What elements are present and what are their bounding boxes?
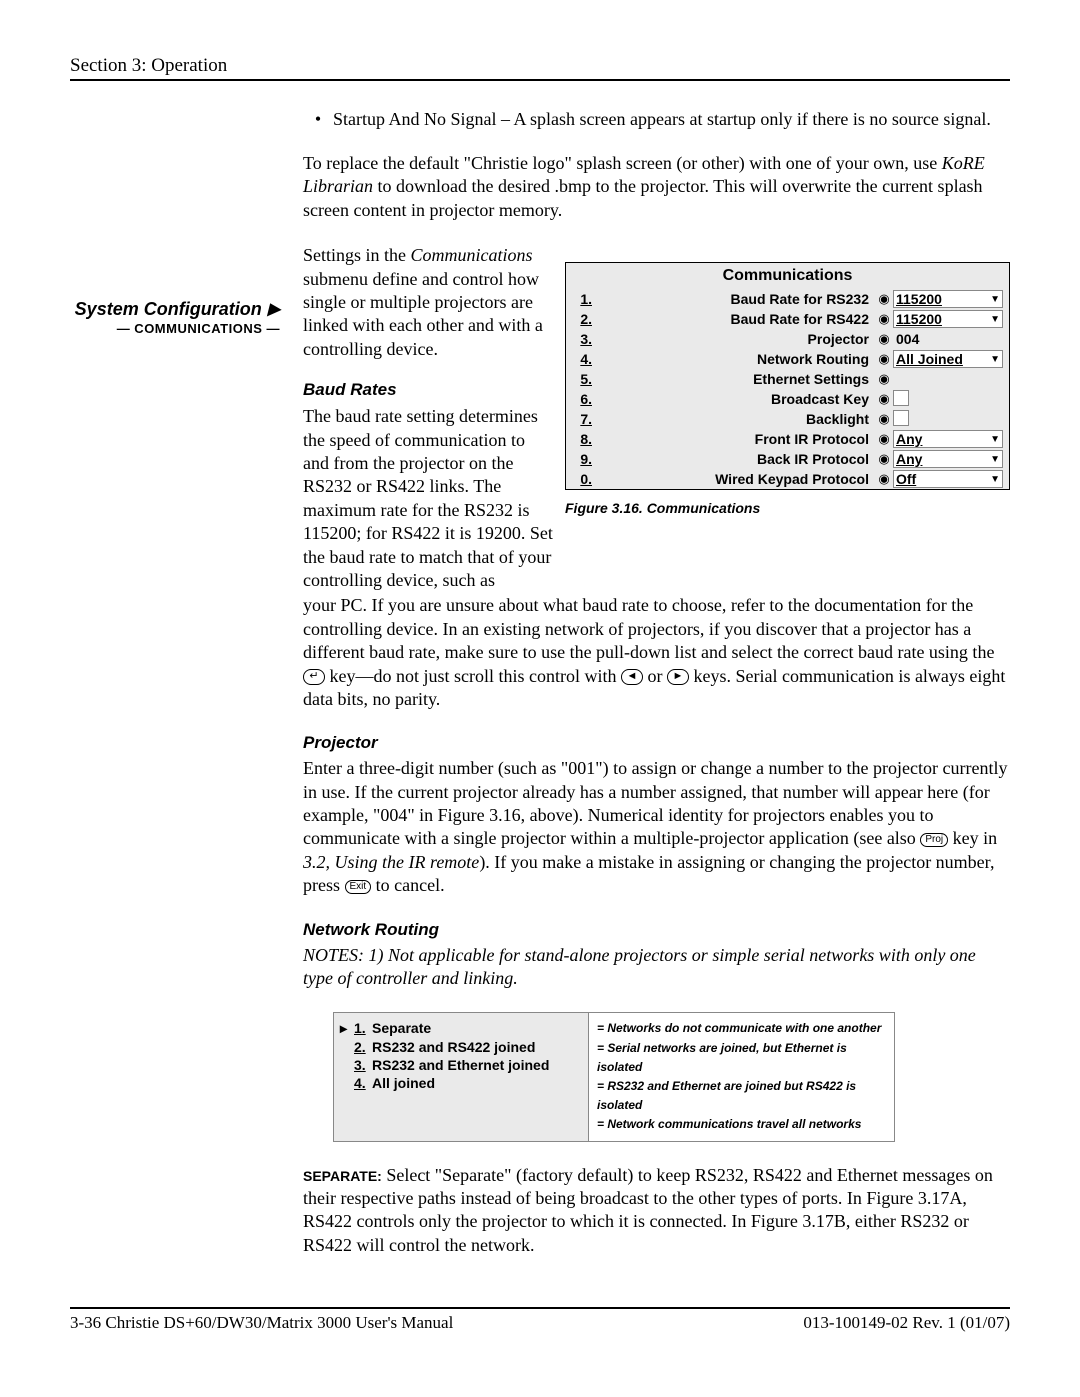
chevron-down-icon: ▼ — [990, 474, 1000, 485]
back-ir-dropdown[interactable]: Any▼ — [893, 450, 1003, 468]
section-label: Section 3: Operation — [70, 55, 227, 76]
comm-row-2[interactable]: 2. Baud Rate for RS422 ◉ 115200▼ — [566, 309, 1009, 329]
projector-number: 004 — [893, 331, 919, 347]
intro-text: Settings in the Communications submenu d… — [303, 245, 543, 359]
bullet-list: • Startup And No Signal – A splash scree… — [303, 109, 1010, 130]
bullet-text: Startup And No Signal – A splash screen … — [333, 109, 1010, 130]
baud-rates-heading: Baud Rates — [303, 379, 553, 401]
exit-key-icon: Exit — [345, 880, 372, 894]
globe-icon: ◉ — [875, 291, 893, 307]
globe-icon: ◉ — [875, 371, 893, 387]
nr-option-all-joined[interactable]: 4. All joined — [340, 1074, 580, 1092]
backlight-checkbox[interactable] — [893, 410, 909, 426]
comm-row-7[interactable]: 7. Backlight ◉ — [566, 409, 1009, 429]
sidebar-arrow-icon: ▶ — [268, 300, 280, 321]
comm-row-9[interactable]: 9. Back IR Protocol ◉ Any▼ — [566, 449, 1009, 469]
left-margin-column: System Configuration▶ — COMMUNICATIONS — — [70, 109, 288, 1279]
globe-icon: ◉ — [875, 471, 893, 487]
baud-continuation-para: your PC. If you are unsure about what ba… — [303, 594, 1010, 711]
network-routing-figure: ▸ 1. Separate 2. RS232 and RS422 joined … — [333, 1012, 895, 1141]
globe-icon: ◉ — [875, 431, 893, 447]
globe-icon: ◉ — [875, 391, 893, 407]
comm-row-5[interactable]: 5. Ethernet Settings ◉ — [566, 369, 1009, 389]
network-routing-menu: ▸ 1. Separate 2. RS232 and RS422 joined … — [334, 1013, 589, 1140]
comm-row-6[interactable]: 6. Broadcast Key ◉ — [566, 389, 1009, 409]
separate-para: SEPARATE: Select "Separate" (factory def… — [303, 1164, 1010, 1258]
rs232-baud-dropdown[interactable]: 115200▼ — [893, 290, 1003, 308]
chevron-down-icon: ▼ — [990, 434, 1000, 445]
chevron-down-icon: ▼ — [990, 314, 1000, 325]
globe-icon: ◉ — [875, 411, 893, 427]
projector-heading: Projector — [303, 733, 1010, 753]
wired-keypad-dropdown[interactable]: Off▼ — [893, 470, 1003, 488]
separate-label: SEPARATE: — [303, 1168, 382, 1184]
broadcast-key-checkbox[interactable] — [893, 390, 909, 406]
globe-icon: ◉ — [875, 311, 893, 327]
nr-option-rs232-eth[interactable]: 3. RS232 and Ethernet joined — [340, 1056, 580, 1074]
nr-option-separate[interactable]: ▸ 1. Separate — [340, 1019, 580, 1038]
comm-row-4[interactable]: 4. Network Routing ◉ All Joined▼ — [566, 349, 1009, 369]
main-content-column: • Startup And No Signal – A splash scree… — [288, 109, 1010, 1279]
rs422-baud-dropdown[interactable]: 115200▼ — [893, 310, 1003, 328]
footer-left: 3-36 Christie DS+60/DW30/Matrix 3000 Use… — [70, 1313, 453, 1333]
proj-key-icon: Proj — [920, 833, 948, 847]
front-ir-dropdown[interactable]: Any▼ — [893, 430, 1003, 448]
comm-menu-title: Communications — [566, 263, 1009, 289]
globe-icon: ◉ — [875, 331, 893, 347]
nr-option-rs232-rs422[interactable]: 2. RS232 and RS422 joined — [340, 1038, 580, 1056]
replace-splash-para: To replace the default "Christie logo" s… — [303, 152, 1010, 222]
baud-rates-text: The baud rate setting determines the spe… — [303, 405, 553, 592]
network-routing-heading: Network Routing — [303, 920, 1010, 940]
footer-right: 013-100149-02 Rev. 1 (01/07) — [803, 1313, 1010, 1333]
network-routing-dropdown[interactable]: All Joined▼ — [893, 350, 1003, 368]
globe-icon: ◉ — [875, 351, 893, 367]
page-footer: 3-36 Christie DS+60/DW30/Matrix 3000 Use… — [70, 1307, 1010, 1333]
chevron-down-icon: ▼ — [990, 354, 1000, 365]
comm-row-1[interactable]: 1. Baud Rate for RS232 ◉ 115200▼ — [566, 289, 1009, 309]
selection-marker-icon: ▸ — [340, 1020, 354, 1037]
network-routing-descriptions: = Networks do not communicate with one a… — [589, 1013, 894, 1140]
chevron-down-icon: ▼ — [990, 454, 1000, 465]
figure-caption: Figure 3.16. Communications — [565, 500, 1010, 516]
comm-row-3[interactable]: 3. Projector ◉ 004 — [566, 329, 1009, 349]
network-routing-notes: NOTES: 1) Not applicable for stand-alone… — [303, 944, 1010, 991]
comm-row-0[interactable]: 0. Wired Keypad Protocol ◉ Off▼ — [566, 469, 1009, 489]
bullet-icon: • — [303, 109, 333, 130]
comm-row-8[interactable]: 8. Front IR Protocol ◉ Any▼ — [566, 429, 1009, 449]
globe-icon: ◉ — [875, 451, 893, 467]
left-arrow-key-icon: ◄ — [621, 669, 643, 685]
communications-menu-figure: Communications 1. Baud Rate for RS232 ◉ … — [565, 262, 1010, 490]
enter-key-icon: ↵ — [303, 669, 325, 685]
chevron-down-icon: ▼ — [990, 294, 1000, 305]
projector-para: Enter a three-digit number (such as "001… — [303, 757, 1010, 897]
right-arrow-key-icon: ► — [667, 669, 689, 685]
page-header: Section 3: Operation — [70, 55, 1010, 81]
sidebar-subtitle: — COMMUNICATIONS — — [70, 321, 280, 336]
sidebar-title: System Configuration▶ — [70, 298, 280, 321]
